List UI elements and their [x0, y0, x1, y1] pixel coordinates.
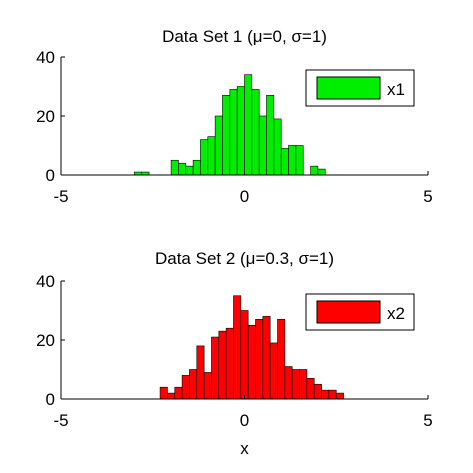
x-axis-label: x — [240, 439, 249, 458]
histogram-bar — [258, 115, 267, 176]
histogram-bar — [185, 165, 194, 176]
histogram-bar — [211, 336, 220, 400]
legend-entry: x1 — [387, 80, 405, 99]
y-tick-label: 40 — [36, 272, 55, 291]
x-tick-label: 0 — [240, 411, 249, 430]
histogram-bar — [335, 392, 344, 400]
histogram-bar — [222, 95, 231, 176]
y-tick-label: 0 — [46, 166, 55, 185]
histogram-bar — [313, 383, 322, 400]
legend-swatch — [316, 76, 381, 100]
histogram-bar — [236, 86, 245, 176]
x-tick-label: 5 — [423, 187, 432, 206]
histogram-bar — [273, 118, 282, 176]
x-tick-label: -5 — [53, 187, 68, 206]
histogram-bar — [225, 327, 234, 400]
x-tick-label: 5 — [423, 411, 432, 430]
histogram-bar — [229, 89, 238, 176]
histogram-panel-2: Data Set 2 (μ=0.3, σ=1) -5 0 5 0 20 40 x x2 — [36, 249, 433, 458]
histogram-bar — [244, 74, 253, 176]
histogram-panel-1: Data Set 1 (μ=0, σ=1) -5 0 5 0 20 40 x1 — [36, 27, 433, 206]
histogram-bar — [214, 115, 223, 176]
histogram-bar — [288, 145, 297, 176]
histogram-bar — [277, 319, 286, 400]
histogram-bar — [178, 162, 187, 176]
y-tick-label: 20 — [36, 331, 55, 350]
legend-entry: x2 — [387, 304, 405, 323]
y-tick-label: 0 — [46, 390, 55, 409]
histogram-bar — [295, 145, 304, 176]
histogram-bar — [170, 159, 179, 176]
histogram-bar — [233, 295, 242, 400]
histogram-bar — [200, 139, 209, 176]
histogram-bar — [255, 319, 264, 400]
histogram-bar — [181, 375, 190, 400]
histogram-bar — [218, 330, 227, 400]
y-tick-label: 40 — [36, 48, 55, 67]
x-tick-label: 0 — [240, 187, 249, 206]
x-tick-label: -5 — [53, 411, 68, 430]
histogram-bar — [262, 316, 271, 400]
histogram-bar — [291, 369, 300, 400]
chart-title: Data Set 1 (μ=0, σ=1) — [162, 27, 327, 46]
y-tick-label: 20 — [36, 107, 55, 126]
histogram-bar — [284, 366, 293, 400]
histogram-bar — [174, 386, 183, 400]
histogram-bar — [207, 136, 216, 176]
histogram-bar — [299, 369, 308, 400]
histogram-bar — [310, 165, 319, 176]
histogram-bar — [269, 342, 278, 400]
histogram-bar — [159, 386, 168, 400]
histogram-bar — [189, 369, 198, 400]
histogram-bar — [266, 95, 275, 176]
legend-swatch — [316, 300, 381, 324]
histogram-bar — [317, 168, 326, 176]
chart-title: Data Set 2 (μ=0.3, σ=1) — [155, 249, 334, 268]
histogram-bar — [251, 89, 260, 176]
histogram-bar — [321, 389, 330, 400]
histogram-bar — [328, 389, 337, 400]
histogram-bar — [192, 159, 201, 176]
histogram-bar — [167, 392, 176, 400]
histogram-bar — [240, 310, 249, 400]
histogram-bar — [196, 345, 205, 400]
histogram-bar — [306, 378, 315, 400]
histogram-bar — [247, 324, 256, 400]
histogram-bar — [280, 148, 289, 176]
histogram-bar — [203, 372, 212, 400]
